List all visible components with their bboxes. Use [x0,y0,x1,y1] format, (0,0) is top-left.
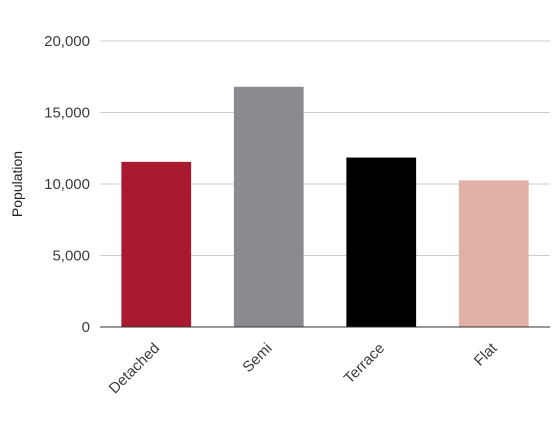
bar-semi [233,86,304,327]
y-tick-label: 15,000 [44,105,90,122]
x-tick-label: Semi [239,340,275,376]
bar-detached [121,161,192,327]
y-axis-title: Population [9,151,25,217]
y-tick-label: 0 [82,319,90,336]
x-axis-tick-labels: Detached Semi Terrace Flat [106,339,502,397]
bar-terrace [346,157,417,327]
y-tick-label: 10,000 [44,176,90,193]
y-axis-tick-labels: 0 5,000 10,000 15,000 20,000 [44,33,90,336]
y-tick-label: 5,000 [52,248,90,265]
x-tick-label: Detached [106,340,163,397]
x-tick-label: Terrace [341,340,388,387]
x-tick-label: Flat [471,339,501,369]
bar-flat [458,180,529,327]
y-tick-label: 20,000 [44,33,90,50]
bars [121,86,529,327]
